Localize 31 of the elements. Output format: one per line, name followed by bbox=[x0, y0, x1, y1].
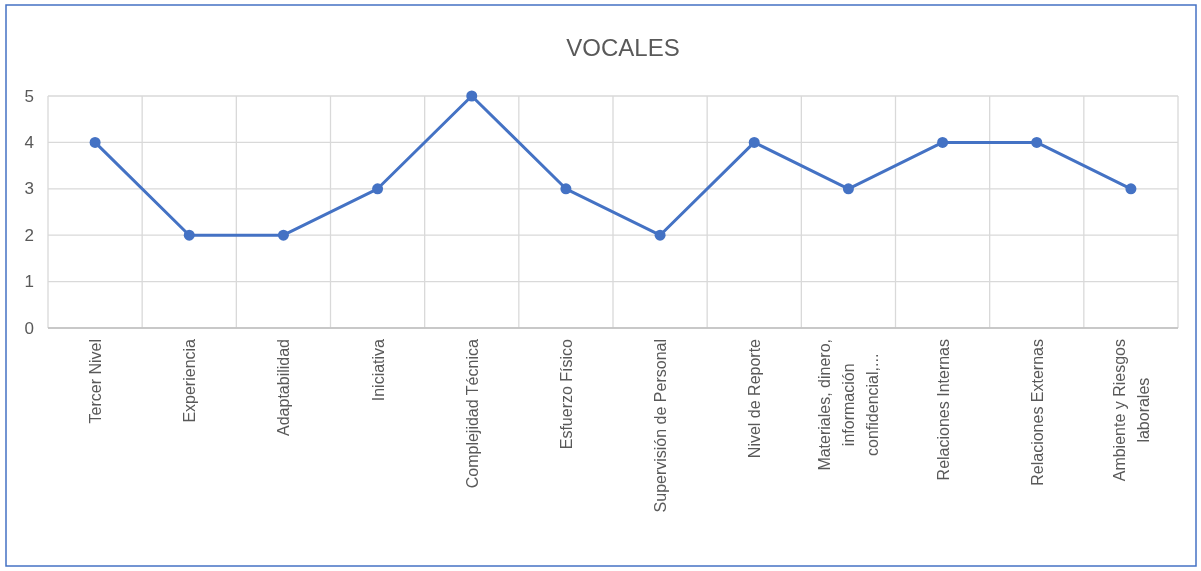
x-tick-label: Tercer Nivel bbox=[86, 339, 104, 424]
point bbox=[372, 183, 384, 195]
point bbox=[1125, 183, 1137, 195]
point bbox=[466, 90, 478, 102]
x-tick-label: Experiencia bbox=[180, 338, 198, 423]
point bbox=[183, 229, 195, 241]
x-tick-label: Relaciones Internas bbox=[934, 339, 952, 481]
y-tick-label: 3 bbox=[24, 179, 34, 199]
y-tick-label: 4 bbox=[24, 132, 34, 152]
point bbox=[842, 183, 854, 195]
point bbox=[277, 229, 289, 241]
x-tick-label: Iniciativa bbox=[369, 338, 387, 402]
point bbox=[654, 229, 666, 241]
y-tick-label: 0 bbox=[24, 318, 34, 338]
point bbox=[89, 136, 101, 148]
point bbox=[560, 183, 572, 195]
point bbox=[748, 136, 760, 148]
x-tick-label: Complejidad Técnica bbox=[463, 339, 481, 489]
point bbox=[1031, 136, 1043, 148]
y-tick-label: 1 bbox=[24, 272, 34, 292]
y-tick-label: 2 bbox=[24, 225, 34, 245]
x-tick-label: Nivel de Reporte bbox=[745, 338, 763, 459]
x-tick-label: Ambiente y Riesgos laborales bbox=[1110, 339, 1152, 482]
x-tick-label: Adaptabilidad bbox=[274, 339, 292, 436]
point bbox=[937, 136, 949, 148]
chart-title: VOCALES bbox=[566, 34, 680, 61]
x-tick-label: Materiales, dinero, información confidencial,... bbox=[815, 339, 881, 471]
x-tick-label: Esfuerzo Físico bbox=[557, 338, 575, 450]
x-tick-label: Supervisión de Personal bbox=[651, 339, 669, 513]
y-tick-label: 5 bbox=[24, 86, 34, 106]
x-tick-label: Relaciones Externas bbox=[1028, 339, 1046, 486]
